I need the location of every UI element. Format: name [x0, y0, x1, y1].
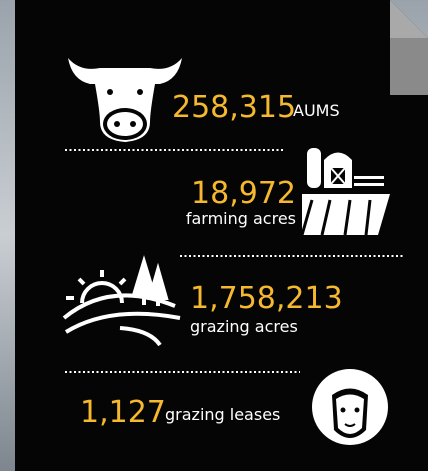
stat-unit: grazing acres — [190, 317, 298, 336]
landscape-icon — [62, 255, 181, 347]
stat-value: 258,315 — [172, 90, 296, 125]
stat-value: 18,972 — [191, 176, 296, 211]
barn-icon — [300, 148, 390, 236]
stat-unit: farming acres — [186, 209, 296, 228]
stat-unit: grazing leases — [165, 405, 280, 424]
stat-value: 1,127 — [80, 395, 166, 430]
fold-flap — [390, 0, 428, 38]
cow-icon — [68, 58, 182, 142]
sheep-icon — [312, 369, 388, 445]
stat-unit: AUMS — [293, 101, 340, 120]
stat-value: 1,758,213 — [190, 281, 343, 316]
